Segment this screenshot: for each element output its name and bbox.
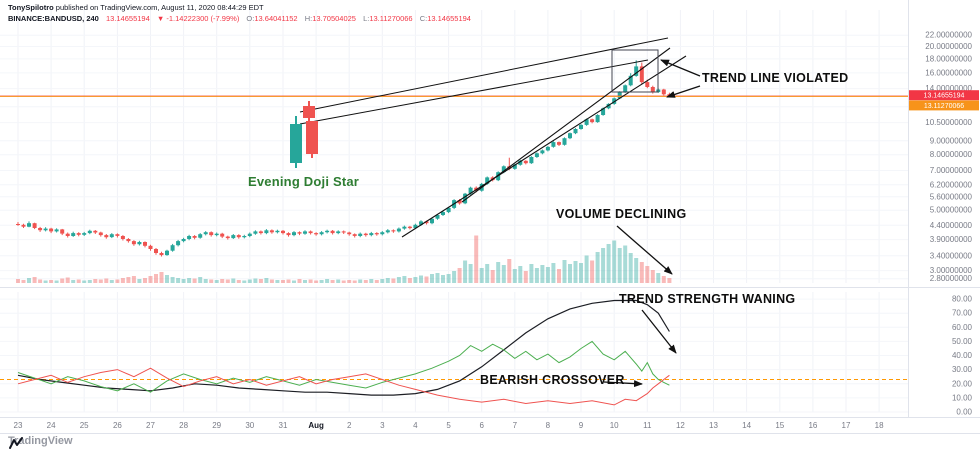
svg-text:0.00: 0.00 bbox=[956, 408, 972, 417]
close-label: C: bbox=[419, 13, 428, 23]
svg-text:16.00000000: 16.00000000 bbox=[925, 68, 972, 77]
svg-text:3.40000000: 3.40000000 bbox=[930, 251, 973, 260]
svg-text:8.00000000: 8.00000000 bbox=[930, 150, 973, 159]
svg-text:17: 17 bbox=[842, 421, 851, 430]
publisher-name: TonySpilotro bbox=[8, 3, 54, 12]
svg-text:31: 31 bbox=[279, 421, 288, 430]
svg-text:28: 28 bbox=[179, 421, 188, 430]
close-value: 13.14655194 bbox=[427, 13, 471, 23]
svg-text:29: 29 bbox=[212, 421, 221, 430]
svg-text:70.00: 70.00 bbox=[952, 309, 973, 318]
svg-text:27: 27 bbox=[146, 421, 155, 430]
svg-text:22.00000000: 22.00000000 bbox=[925, 31, 972, 40]
svg-text:5.60000000: 5.60000000 bbox=[930, 192, 973, 201]
high-value: 13.70504025 bbox=[312, 13, 356, 23]
svg-text:9.00000000: 9.00000000 bbox=[930, 136, 973, 145]
svg-text:20.00000000: 20.00000000 bbox=[925, 42, 972, 51]
annotation-evening-doji-star: Evening Doji Star bbox=[248, 174, 360, 189]
svg-text:20.00: 20.00 bbox=[952, 379, 973, 388]
symbol-info-line: BINANCE:BANDUSD, 240 13.14655194 ▼ -1.14… bbox=[8, 14, 471, 25]
svg-text:26: 26 bbox=[113, 421, 122, 430]
last-price-value: 13.14655194 bbox=[105, 13, 150, 23]
svg-text:13: 13 bbox=[709, 421, 718, 430]
svg-text:10.50000000: 10.50000000 bbox=[925, 118, 972, 127]
svg-text:15: 15 bbox=[775, 421, 784, 430]
svg-text:14.00000000: 14.00000000 bbox=[925, 84, 972, 93]
low-label: L: bbox=[363, 13, 370, 23]
svg-text:3.90000000: 3.90000000 bbox=[930, 235, 973, 244]
tradingview-footer[interactable]: TradingView bbox=[8, 435, 73, 449]
svg-text:40.00: 40.00 bbox=[952, 351, 973, 360]
publish-info-line: TonySpilotro published on TradingView.co… bbox=[8, 3, 471, 14]
svg-text:6.20000000: 6.20000000 bbox=[930, 180, 973, 189]
open-label: O: bbox=[246, 13, 255, 23]
svg-text:13.11270066: 13.11270066 bbox=[924, 103, 964, 110]
annotation-volume-declining: VOLUME DECLINING bbox=[556, 207, 687, 221]
svg-text:7: 7 bbox=[513, 421, 518, 430]
svg-text:23: 23 bbox=[14, 421, 23, 430]
annotation-trend-strength-waning: TREND STRENGTH WANING bbox=[619, 292, 796, 306]
svg-text:6: 6 bbox=[479, 421, 484, 430]
annotation-trend-line-violated: TREND LINE VIOLATED bbox=[702, 71, 849, 85]
publish-info-text: published on TradingView.com, August 11,… bbox=[53, 3, 264, 12]
svg-text:18.00000000: 18.00000000 bbox=[925, 54, 972, 63]
svg-text:80.00: 80.00 bbox=[952, 295, 973, 304]
annotation-bearish-crossover: BEARISH CROSSOVER bbox=[480, 373, 625, 387]
svg-text:25: 25 bbox=[80, 421, 89, 430]
svg-text:60.00: 60.00 bbox=[952, 323, 973, 332]
svg-text:5.00000000: 5.00000000 bbox=[930, 206, 973, 215]
svg-text:13.14655194: 13.14655194 bbox=[924, 93, 965, 100]
svg-text:10.00: 10.00 bbox=[952, 393, 973, 402]
svg-text:4.40000000: 4.40000000 bbox=[930, 221, 973, 230]
svg-text:30: 30 bbox=[245, 421, 254, 430]
symbol-label: BINANCE:BANDUSD, 240 bbox=[8, 13, 99, 23]
svg-text:50.00: 50.00 bbox=[952, 337, 973, 346]
svg-text:2.80000000: 2.80000000 bbox=[930, 274, 973, 283]
svg-text:16: 16 bbox=[808, 421, 817, 430]
low-value: 13.11270066 bbox=[369, 13, 413, 23]
svg-text:24: 24 bbox=[47, 421, 56, 430]
svg-text:4: 4 bbox=[413, 421, 418, 430]
price-change-value: ▼ -1.14222300 (-7.99%) bbox=[156, 13, 240, 23]
open-value: 13.64041152 bbox=[254, 13, 298, 23]
tradingview-logo-icon bbox=[9, 437, 23, 449]
svg-text:8: 8 bbox=[546, 421, 551, 430]
svg-text:3: 3 bbox=[380, 421, 385, 430]
svg-text:10: 10 bbox=[610, 421, 619, 430]
svg-text:7.00000000: 7.00000000 bbox=[930, 166, 973, 175]
svg-text:11: 11 bbox=[643, 421, 652, 430]
chart-header: TonySpilotro published on TradingView.co… bbox=[8, 3, 471, 25]
svg-text:14: 14 bbox=[742, 421, 751, 430]
svg-text:5: 5 bbox=[446, 421, 451, 430]
svg-text:9: 9 bbox=[579, 421, 584, 430]
svg-text:3.00000000: 3.00000000 bbox=[930, 266, 973, 275]
high-label: H: bbox=[304, 13, 313, 23]
tradingview-brand-text: TradingView bbox=[8, 435, 73, 447]
svg-text:18: 18 bbox=[875, 421, 884, 430]
svg-text:2: 2 bbox=[347, 421, 352, 430]
svg-text:30.00: 30.00 bbox=[952, 365, 973, 374]
svg-text:Aug: Aug bbox=[308, 421, 324, 430]
svg-text:12: 12 bbox=[676, 421, 685, 430]
